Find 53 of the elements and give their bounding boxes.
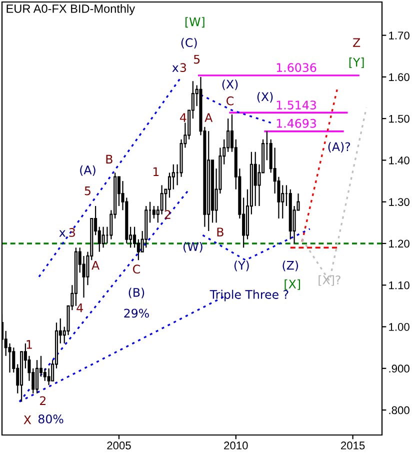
y-tick-label: .800 [389,406,410,414]
annotation: (W) [184,242,202,252]
annotation: A [92,261,100,270]
annotation: [X]? [318,275,340,286]
annotation: 4 [76,304,83,312]
y-tick-label: 1.60 [389,73,410,82]
annotation: 2 [164,210,170,219]
annotation: 4 [180,113,186,122]
annotation: 3 [69,228,75,237]
annotation: (X) [257,92,273,103]
y-tick-label: .900 [389,364,410,373]
annotation: C [226,96,234,106]
annotation: X [24,415,32,424]
annotation: 80% [38,414,64,424]
annotation: C [132,264,140,274]
annotation: 1.6036 [276,63,316,72]
annotation: 29% [124,308,149,318]
x-tick-label: 2010 [224,442,248,450]
x-tick-label: 2015 [341,442,365,450]
y-tick-label: 1.50 [389,114,410,123]
annotation: [Y] [349,57,364,68]
annotation: (A)? [328,142,350,153]
annotation: B [106,154,112,164]
chart-title: EUR A0-FX BID-Monthly [6,4,136,16]
annotation: Triple Three ? [210,290,288,302]
annotation: [X] [284,279,300,290]
annotation: (Z) [282,260,298,272]
y-tick-label: 1.40 [389,156,410,164]
annotation: 5 [84,186,90,196]
x-tick-label: 2005 [107,442,131,450]
annotation: [W] [185,17,204,28]
annotation: (C) [181,38,197,48]
annotation: B [217,228,224,236]
y-tick-label: 1.70 [389,32,410,40]
annotation: (A) [80,165,96,176]
annotation: (B) [128,288,144,298]
annotation: 5 [194,54,200,64]
y-tick-label: 1.00 [389,323,410,331]
annotation: 1.5143 [276,100,316,110]
annotation: 1.4693 [276,118,316,128]
annotation: A [204,113,213,122]
y-tick-label: 1.10 [389,281,410,290]
y-tick-label: 1.30 [389,198,410,206]
annotation: x [59,230,66,237]
annotation: Z [353,38,360,47]
annotation: (X) [222,80,238,90]
y-tick-label: 1.20 [389,240,410,248]
annotation: 3 [180,63,186,72]
annotation: x [172,65,178,72]
annotation: 1 [26,340,32,349]
annotation: 2 [40,396,46,405]
annotation: (Y) [234,260,249,272]
annotation: 1 [153,167,159,176]
